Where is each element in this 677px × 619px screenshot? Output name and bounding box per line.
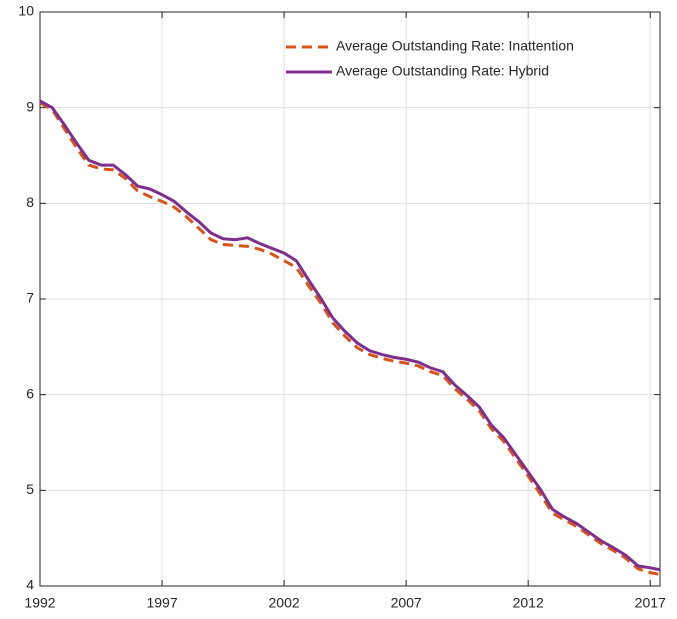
y-tick-label: 9 [26,98,34,114]
series-line [39,99,661,572]
x-tick-label: 2017 [635,595,666,611]
y-tick-label: 8 [26,194,34,210]
series-line [39,101,661,576]
x-tick-label: 2012 [513,595,544,611]
y-tick-label: 5 [26,481,34,497]
y-tick-label: 7 [26,290,34,306]
y-tick-label: 10 [18,3,34,19]
legend-label: Average Outstanding Rate: Hybrid [336,63,549,79]
x-tick-label: 2007 [391,595,422,611]
y-tick-label: 4 [26,577,34,593]
y-tick-label: 6 [26,385,34,401]
x-tick-label: 1992 [24,595,55,611]
x-tick-label: 2002 [269,595,300,611]
axes-box [39,11,661,587]
legend-label: Average Outstanding Rate: Inattention [336,38,574,54]
x-tick-label: 1997 [146,595,177,611]
